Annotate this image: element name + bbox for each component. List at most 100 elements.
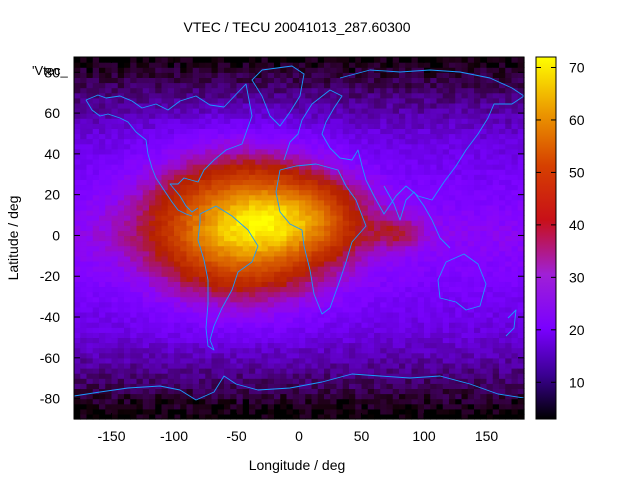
heatmap-cell	[305, 189, 313, 196]
heatmap-cell	[361, 204, 369, 211]
heatmap-cell	[142, 133, 150, 140]
heatmap-cell	[86, 260, 94, 267]
heatmap-cell	[261, 337, 269, 344]
heatmap-cell	[424, 337, 431, 344]
heatmap-cell	[374, 128, 381, 135]
heatmap-cell	[511, 362, 519, 369]
heatmap-cell	[130, 87, 138, 94]
heatmap-cell	[486, 250, 494, 257]
heatmap-cell	[330, 398, 338, 405]
heatmap-cell	[461, 97, 469, 104]
heatmap-cell	[205, 153, 213, 160]
heatmap-cell	[480, 271, 488, 277]
heatmap-cell	[92, 225, 100, 231]
heatmap-cell	[480, 164, 488, 170]
heatmap-cell	[155, 138, 163, 145]
heatmap-cell	[474, 143, 481, 150]
heatmap-cell	[349, 118, 356, 124]
heatmap-cell	[361, 209, 369, 216]
heatmap-cell	[367, 337, 375, 344]
heatmap-cell	[392, 373, 400, 379]
heatmap-cell	[505, 398, 513, 405]
heatmap-cell	[486, 72, 494, 78]
heatmap-cell	[161, 327, 169, 333]
heatmap-cell	[192, 342, 200, 349]
heatmap-cell	[174, 311, 181, 318]
heatmap-cell	[380, 413, 388, 420]
heatmap-cell	[236, 398, 244, 405]
heatmap-cell	[130, 342, 138, 349]
heatmap-cell	[117, 148, 125, 155]
heatmap-cell	[455, 204, 463, 211]
heatmap-cell	[324, 87, 331, 94]
heatmap-cell	[86, 327, 94, 333]
heatmap-cell	[499, 102, 506, 109]
heatmap-cell	[99, 107, 106, 114]
heatmap-cell	[399, 322, 406, 328]
heatmap-cell	[436, 77, 444, 84]
heatmap-cell	[442, 393, 450, 400]
heatmap-cell	[124, 357, 131, 364]
heatmap-cell	[224, 342, 231, 349]
heatmap-cell	[149, 225, 156, 231]
heatmap-cell	[161, 357, 169, 364]
heatmap-cell	[424, 276, 431, 282]
heatmap-cell	[492, 128, 500, 135]
heatmap-cell	[130, 209, 138, 216]
heatmap-cell	[249, 97, 256, 104]
heatmap-cell	[124, 250, 131, 257]
heatmap-cell	[117, 393, 125, 400]
heatmap-cell	[236, 327, 244, 333]
heatmap-cell	[486, 148, 494, 155]
heatmap-cell	[86, 72, 94, 78]
heatmap-cell	[317, 286, 325, 293]
heatmap-cell	[99, 276, 106, 282]
heatmap-cell	[167, 62, 175, 68]
heatmap-cell	[330, 118, 338, 124]
heatmap-cell	[236, 123, 244, 129]
heatmap-cell	[255, 107, 263, 114]
heatmap-cell	[261, 286, 269, 293]
heatmap-cell	[392, 342, 400, 349]
heatmap-cell	[455, 164, 463, 170]
heatmap-cell	[167, 215, 175, 221]
heatmap-cell	[130, 383, 138, 390]
heatmap-cell	[386, 291, 394, 298]
heatmap-cell	[99, 408, 106, 415]
heatmap-cell	[92, 322, 100, 328]
heatmap-cell	[286, 240, 294, 247]
heatmap-cell	[355, 393, 363, 400]
heatmap-cell	[355, 72, 363, 78]
heatmap-cell	[99, 138, 106, 145]
heatmap-cell	[155, 322, 163, 328]
heatmap-cell	[142, 271, 150, 277]
heatmap-cell	[242, 327, 250, 333]
heatmap-cell	[130, 291, 138, 298]
heatmap-cell	[111, 57, 119, 63]
heatmap-cell	[142, 322, 150, 328]
heatmap-cell	[167, 169, 175, 175]
heatmap-cell	[386, 250, 394, 257]
heatmap-cell	[374, 250, 381, 257]
heatmap-cell	[80, 352, 88, 359]
heatmap-cell	[405, 362, 413, 369]
heatmap-cell	[399, 311, 406, 318]
heatmap-cell	[255, 368, 263, 374]
heatmap-cell	[192, 413, 200, 420]
heatmap-cell	[424, 184, 431, 191]
heatmap-cell	[236, 260, 244, 267]
heatmap-cell	[199, 107, 206, 114]
heatmap-cell	[474, 128, 481, 135]
heatmap-cell	[111, 245, 119, 252]
heatmap-cell	[474, 255, 481, 262]
heatmap-cell	[430, 57, 438, 63]
heatmap-cell	[336, 174, 344, 180]
heatmap-cell	[111, 306, 119, 313]
heatmap-cell	[399, 194, 406, 201]
heatmap-cell	[505, 57, 513, 63]
heatmap-cell	[467, 184, 475, 191]
heatmap-cell	[424, 230, 431, 237]
heatmap-cell	[492, 271, 500, 277]
heatmap-cell	[149, 204, 156, 211]
heatmap-cell	[392, 153, 400, 160]
